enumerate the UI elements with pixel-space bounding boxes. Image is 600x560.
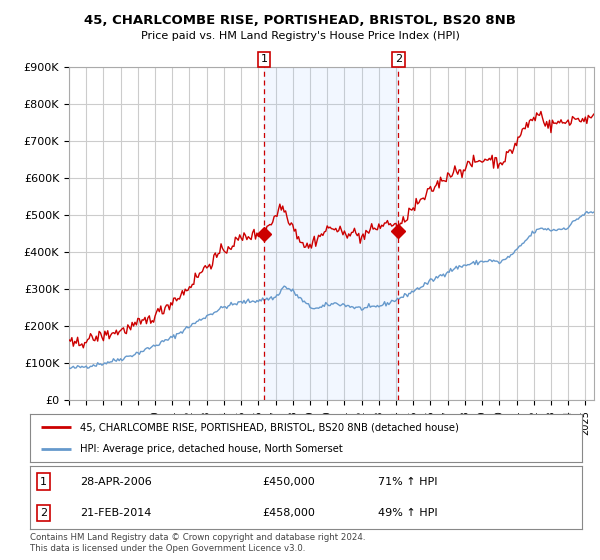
Text: 1: 1	[40, 477, 47, 487]
Text: 49% ↑ HPI: 49% ↑ HPI	[378, 508, 437, 518]
Text: 2: 2	[40, 508, 47, 518]
Text: 21-FEB-2014: 21-FEB-2014	[80, 508, 151, 518]
Text: Price paid vs. HM Land Registry's House Price Index (HPI): Price paid vs. HM Land Registry's House …	[140, 31, 460, 41]
Text: 71% ↑ HPI: 71% ↑ HPI	[378, 477, 437, 487]
Text: 45, CHARLCOMBE RISE, PORTISHEAD, BRISTOL, BS20 8NB: 45, CHARLCOMBE RISE, PORTISHEAD, BRISTOL…	[84, 14, 516, 27]
Text: 2: 2	[395, 54, 402, 64]
Text: 28-APR-2006: 28-APR-2006	[80, 477, 151, 487]
Bar	[264, 67, 398, 400]
Text: 1: 1	[260, 54, 268, 64]
Text: £450,000: £450,000	[262, 477, 314, 487]
Text: 45, CHARLCOMBE RISE, PORTISHEAD, BRISTOL, BS20 8NB (detached house): 45, CHARLCOMBE RISE, PORTISHEAD, BRISTOL…	[80, 422, 458, 432]
Text: Contains HM Land Registry data © Crown copyright and database right 2024.
This d: Contains HM Land Registry data © Crown c…	[30, 533, 365, 553]
Text: £458,000: £458,000	[262, 508, 315, 518]
Text: HPI: Average price, detached house, North Somerset: HPI: Average price, detached house, Nort…	[80, 444, 343, 454]
